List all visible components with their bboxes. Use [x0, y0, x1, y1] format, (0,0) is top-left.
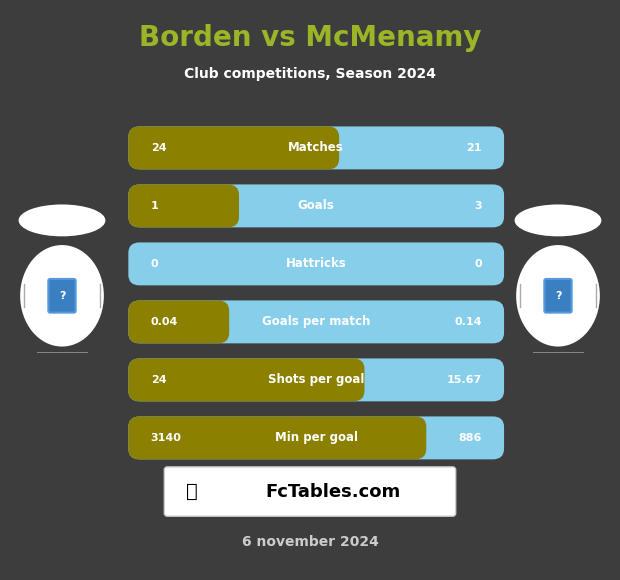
Text: Goals per match: Goals per match [262, 316, 370, 328]
FancyBboxPatch shape [128, 126, 504, 169]
Text: Hattricks: Hattricks [286, 258, 347, 270]
Text: 15.67: 15.67 [446, 375, 482, 385]
Ellipse shape [516, 245, 600, 347]
Text: Min per goal: Min per goal [275, 432, 358, 444]
Text: Shots per goal: Shots per goal [268, 374, 365, 386]
Text: Borden vs McMenamy: Borden vs McMenamy [139, 24, 481, 52]
Text: 0: 0 [474, 259, 482, 269]
FancyBboxPatch shape [164, 467, 456, 516]
Text: ?: ? [555, 291, 561, 301]
Text: 📊: 📊 [187, 482, 198, 501]
Text: 0: 0 [151, 259, 158, 269]
Ellipse shape [19, 205, 105, 237]
Text: 21: 21 [466, 143, 482, 153]
Text: 3140: 3140 [151, 433, 182, 443]
FancyBboxPatch shape [128, 358, 365, 401]
Ellipse shape [515, 205, 601, 237]
FancyBboxPatch shape [128, 300, 229, 343]
Text: FcTables.com: FcTables.com [265, 483, 401, 501]
Text: Matches: Matches [288, 142, 344, 154]
Text: 6 november 2024: 6 november 2024 [242, 535, 378, 549]
Text: 886: 886 [458, 433, 482, 443]
Text: 24: 24 [151, 375, 166, 385]
Text: 0.04: 0.04 [151, 317, 178, 327]
Text: ?: ? [59, 291, 65, 301]
FancyBboxPatch shape [128, 416, 504, 459]
Text: 3: 3 [474, 201, 482, 211]
FancyBboxPatch shape [128, 126, 339, 169]
Text: 0.14: 0.14 [454, 317, 482, 327]
Ellipse shape [20, 245, 104, 347]
FancyBboxPatch shape [48, 279, 76, 313]
FancyBboxPatch shape [128, 184, 504, 227]
Text: 1: 1 [151, 201, 159, 211]
FancyBboxPatch shape [128, 242, 504, 285]
Text: Goals: Goals [298, 200, 335, 212]
Text: 24: 24 [151, 143, 166, 153]
FancyBboxPatch shape [544, 279, 572, 313]
FancyBboxPatch shape [128, 300, 504, 343]
FancyBboxPatch shape [128, 358, 504, 401]
Text: Club competitions, Season 2024: Club competitions, Season 2024 [184, 67, 436, 81]
FancyBboxPatch shape [128, 184, 239, 227]
FancyBboxPatch shape [128, 416, 427, 459]
